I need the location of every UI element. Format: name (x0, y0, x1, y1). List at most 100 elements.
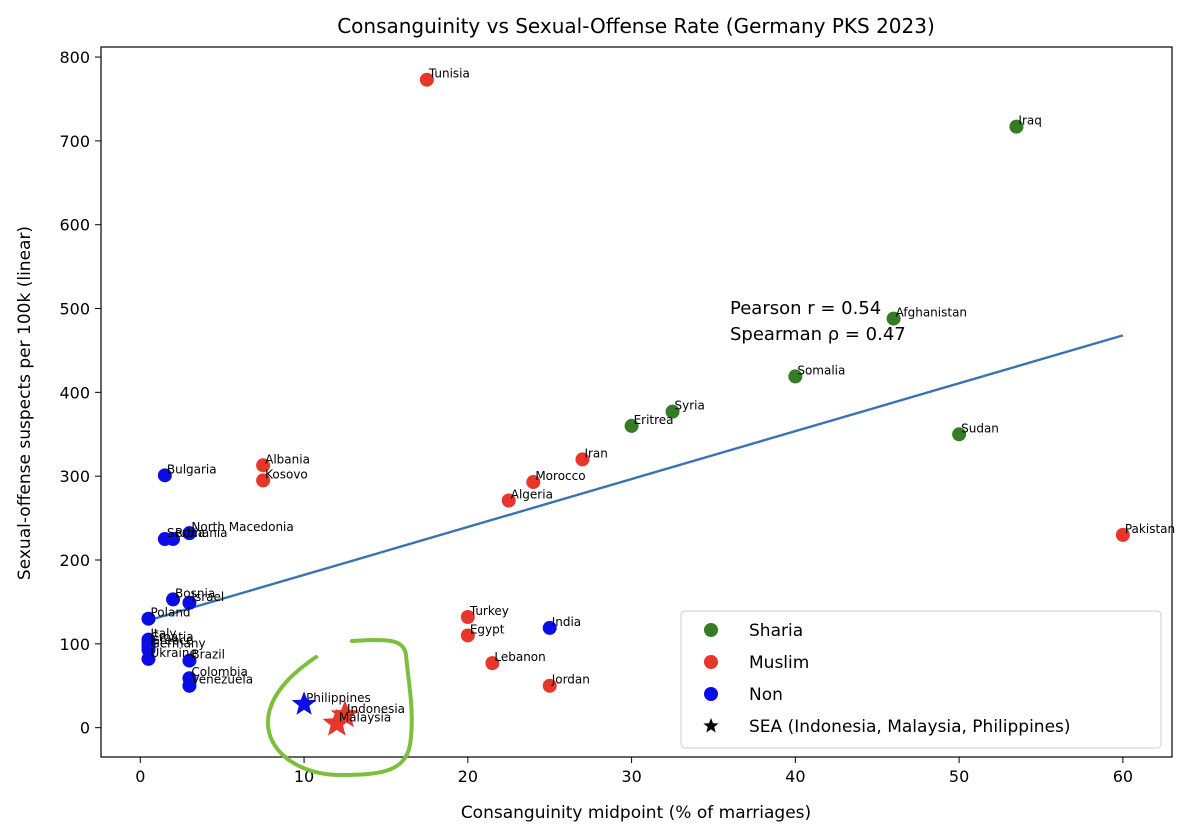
point-label: Venezuela (191, 673, 253, 687)
point-label: Egypt (470, 622, 505, 636)
point-brazil (182, 653, 197, 668)
spearman-annotation: Spearman ρ = 0.47 (730, 324, 906, 345)
y-tick-label: 600 (59, 216, 90, 235)
point-label: Bulgaria (167, 462, 217, 476)
x-tick-label: 50 (949, 767, 969, 786)
y-tick-label: 700 (59, 132, 90, 151)
point-jordan (542, 678, 557, 693)
point-bulgaria (157, 468, 172, 483)
legend-label: Sharia (749, 621, 803, 641)
point-label: Serbia (167, 526, 205, 540)
point-kosovo (256, 473, 271, 488)
y-tick-label: 100 (59, 635, 90, 654)
point-indonesia (330, 700, 360, 728)
point-label: North Macedonia (191, 520, 293, 534)
point-romania (166, 532, 181, 547)
legend-label: Muslim (749, 653, 809, 673)
point-label: Italy (150, 627, 176, 641)
point-afghanistan (886, 311, 901, 326)
x-axis-label: Consanguinity midpoint (% of marriages) (461, 803, 811, 823)
y-tick-label: 300 (59, 467, 90, 486)
point-label: Lebanon (494, 650, 545, 664)
point-label: Iran (584, 446, 607, 460)
point-bosnia (166, 592, 181, 607)
point-label: Greece (150, 633, 193, 647)
legend-marker (704, 687, 718, 701)
highlight-circle (265, 637, 414, 778)
point-north-macedonia (182, 526, 197, 541)
y-tick-label: 400 (59, 383, 90, 402)
point-algeria (501, 493, 516, 508)
y-tick-label: 500 (59, 300, 90, 319)
point-label: Indonesia (347, 702, 405, 716)
point-albania (256, 458, 271, 473)
point-label: Algeria (511, 487, 553, 501)
legend-box (680, 610, 1162, 749)
point-label: Colombia (191, 665, 247, 679)
point-label: Poland (150, 606, 190, 620)
point-syria (665, 404, 680, 419)
x-tick-label: 60 (1113, 767, 1133, 786)
point-venezuela (182, 678, 197, 693)
x-tick-label: 40 (785, 767, 805, 786)
point-pakistan (1115, 527, 1130, 542)
point-label: Israel (191, 590, 224, 604)
point-label: Malaysia (339, 710, 391, 724)
point-label: Jordan (551, 673, 590, 687)
point-label: Ukraine (150, 646, 196, 660)
point-israel (182, 595, 197, 610)
point-somalia (788, 369, 803, 384)
y-tick-label: 0 (80, 719, 90, 738)
point-philippines (291, 691, 317, 715)
point-label: Syria (675, 399, 705, 413)
point-label: Turkey (469, 604, 509, 618)
x-tick-label: 0 (135, 767, 145, 786)
point-morocco (526, 475, 541, 490)
point-label: Romania (175, 526, 227, 540)
trend-line (148, 334, 1124, 622)
point-egypt (460, 628, 475, 643)
x-tick-label: 20 (458, 767, 478, 786)
legend-label: Non (749, 685, 783, 705)
point-turkey (460, 610, 475, 625)
point-eritrea (624, 418, 639, 433)
y-axis-label: Sexual-offense suspects per 100k (linear… (15, 226, 35, 580)
y-tick-label: 800 (59, 48, 90, 67)
legend-marker-star (703, 718, 719, 733)
point-label: India (552, 615, 581, 629)
point-label: Pakistan (1125, 522, 1175, 536)
point-ukraine (141, 651, 156, 666)
point-label: Germany (150, 637, 205, 651)
point-iraq (1009, 119, 1024, 134)
point-label: Afghanistan (896, 306, 967, 320)
point-label: Philippines (306, 691, 371, 705)
plot-frame (100, 46, 1173, 758)
pearson-annotation: Pearson r = 0.54 (730, 298, 881, 319)
legend-marker (704, 623, 718, 637)
legend: Sharia Muslim Non SEA (Indonesia, Malaysia,… (680, 610, 1162, 749)
point-label: Somalia (797, 363, 845, 377)
point-label: Eritrea (634, 413, 674, 427)
point-tunisia (419, 72, 434, 87)
point-sudan (952, 427, 967, 442)
chart-title: Consanguinity vs Sexual-Offense Rate (Ge… (337, 14, 935, 38)
point-label: Morocco (535, 469, 585, 483)
point-iran (575, 452, 590, 467)
point-label: Iraq (1018, 114, 1041, 128)
legend-label: SEA (Indonesia, Malaysia, Philippines) (749, 717, 1071, 737)
point-label: Croatia (150, 630, 193, 644)
y-tick-label: 200 (59, 551, 90, 570)
point-label: Bosnia (175, 586, 215, 600)
point-label: Tunisia (428, 67, 470, 81)
point-malaysia (322, 708, 352, 736)
point-label: Kosovo (265, 467, 308, 481)
point-lebanon (485, 656, 500, 671)
point-label: Brazil (191, 648, 225, 662)
point-label: Albania (265, 452, 310, 466)
point-poland (141, 611, 156, 626)
legend-marker (704, 655, 718, 669)
x-tick-label: 30 (621, 767, 641, 786)
point-label: Sudan (961, 421, 999, 435)
point-india (542, 620, 557, 635)
